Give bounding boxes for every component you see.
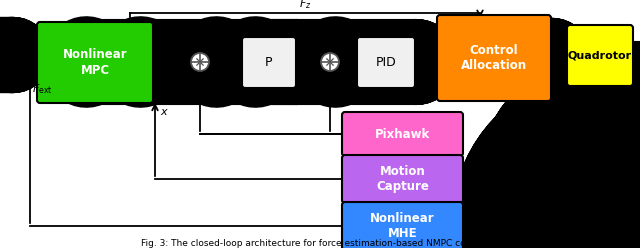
FancyBboxPatch shape	[37, 22, 153, 103]
Text: Quadrotor: Quadrotor	[568, 51, 632, 61]
Text: Control
Allocation: Control Allocation	[461, 44, 527, 72]
Text: P: P	[265, 56, 273, 69]
Circle shape	[191, 53, 209, 71]
FancyBboxPatch shape	[357, 37, 415, 88]
FancyBboxPatch shape	[342, 112, 463, 156]
Text: Nonlinear
MHE: Nonlinear MHE	[370, 212, 435, 240]
Text: Nonlinear
MPC: Nonlinear MPC	[63, 49, 127, 76]
Text: $\boldsymbol{\Omega}$: $\boldsymbol{\Omega}$	[554, 39, 564, 51]
Text: $\mathbf{\mathit{F}}_{\rm ext}$: $\mathbf{\mathit{F}}_{\rm ext}$	[32, 82, 53, 96]
Text: Pixhawk: Pixhawk	[375, 127, 430, 141]
Text: Motion
Capture: Motion Capture	[376, 165, 429, 193]
Text: $F_z$: $F_z$	[299, 0, 311, 11]
Text: $\mathbf{\Theta}$: $\mathbf{\Theta}$	[222, 43, 232, 55]
FancyBboxPatch shape	[567, 25, 633, 86]
FancyBboxPatch shape	[342, 155, 463, 203]
Text: $\boldsymbol{\tau}$: $\boldsymbol{\tau}$	[422, 45, 431, 55]
FancyBboxPatch shape	[342, 202, 463, 248]
Text: $\mathbf{\Theta}_d$: $\mathbf{\Theta}_d$	[166, 69, 182, 83]
Text: $\boldsymbol{\omega}$: $\boldsymbol{\omega}$	[342, 45, 353, 55]
Text: $\mathbf{\mathit{x}}$: $\mathbf{\mathit{x}}$	[160, 107, 169, 117]
Text: Fig. 3: The closed-loop architecture for force estimation-based NMPC control of: Fig. 3: The closed-loop architecture for…	[141, 239, 499, 248]
Text: $\boldsymbol{\omega}_d$: $\boldsymbol{\omega}_d$	[302, 43, 318, 55]
Circle shape	[321, 53, 339, 71]
Text: $\mathbf{\mathit{x}}^r$: $\mathbf{\mathit{x}}^r$	[5, 40, 17, 54]
FancyBboxPatch shape	[437, 15, 551, 101]
Text: PID: PID	[376, 56, 396, 69]
FancyBboxPatch shape	[242, 37, 296, 88]
